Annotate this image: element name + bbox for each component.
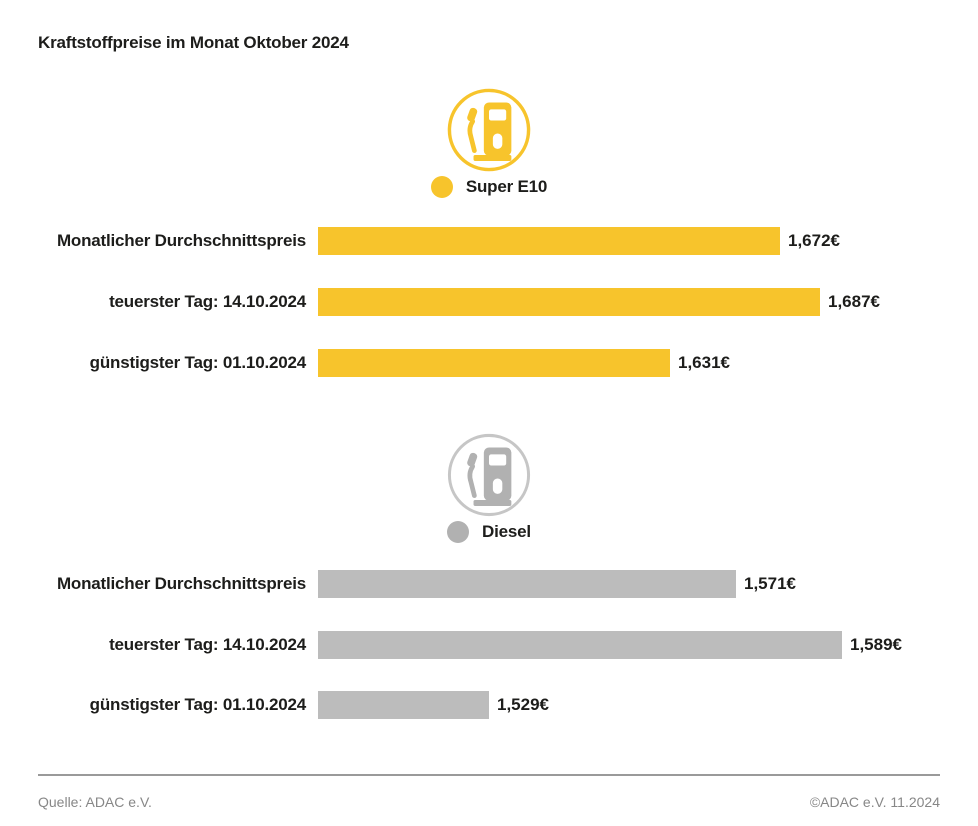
legend-label: Super E10: [465, 177, 548, 196]
footer-copyright: ©ADAC e.V. 11.2024: [809, 794, 940, 810]
bar-value: 1,529€: [497, 695, 549, 714]
legend-label: Diesel: [482, 522, 531, 541]
footer-divider: [38, 774, 940, 776]
footer-source: Quelle: ADAC e.V.: [38, 794, 152, 810]
bar-value: 1,631€: [678, 353, 730, 372]
legend-dot: [430, 176, 453, 198]
fuel-pump-icon: [0, 432, 978, 518]
bar-label: günstigster Tag: 01.10.2024: [89, 353, 307, 372]
bar-row-avg: Monatlicher Durchschnittspreis 1,571€: [38, 570, 948, 598]
fuel-pump-icon: [0, 87, 978, 173]
bar-value: 1,687€: [828, 292, 880, 311]
bar: [318, 227, 780, 255]
bar-value: 1,589€: [850, 635, 902, 654]
legend-super-e10: Super E10: [0, 176, 978, 198]
bar-value: 1,571€: [744, 574, 796, 593]
legend-diesel: Diesel: [0, 521, 978, 543]
bar: [318, 570, 736, 598]
bar-row-max: teuerster Tag: 14.10.2024 1,589€: [38, 631, 948, 659]
bar: [318, 691, 489, 719]
bar-label: günstigster Tag: 01.10.2024: [89, 695, 307, 714]
bar: [318, 631, 842, 659]
bar: [318, 288, 820, 316]
bar-row-avg: Monatlicher Durchschnittspreis 1,672€: [38, 227, 948, 255]
page-title: Kraftstoffpreise im Monat Oktober 2024: [38, 33, 349, 52]
legend-dot: [447, 521, 470, 543]
bar-row-min: günstigster Tag: 01.10.2024 1,529€: [38, 691, 948, 719]
bar-label: teuerster Tag: 14.10.2024: [109, 292, 306, 311]
bar-row-min: günstigster Tag: 01.10.2024 1,631€: [38, 349, 948, 377]
bar: [318, 349, 670, 377]
bar-label: Monatlicher Durchschnittspreis: [56, 231, 306, 250]
bar-value: 1,672€: [788, 231, 840, 250]
bar-label: teuerster Tag: 14.10.2024: [109, 635, 306, 654]
bar-row-max: teuerster Tag: 14.10.2024 1,687€: [38, 288, 948, 316]
bar-label: Monatlicher Durchschnittspreis: [56, 574, 306, 593]
